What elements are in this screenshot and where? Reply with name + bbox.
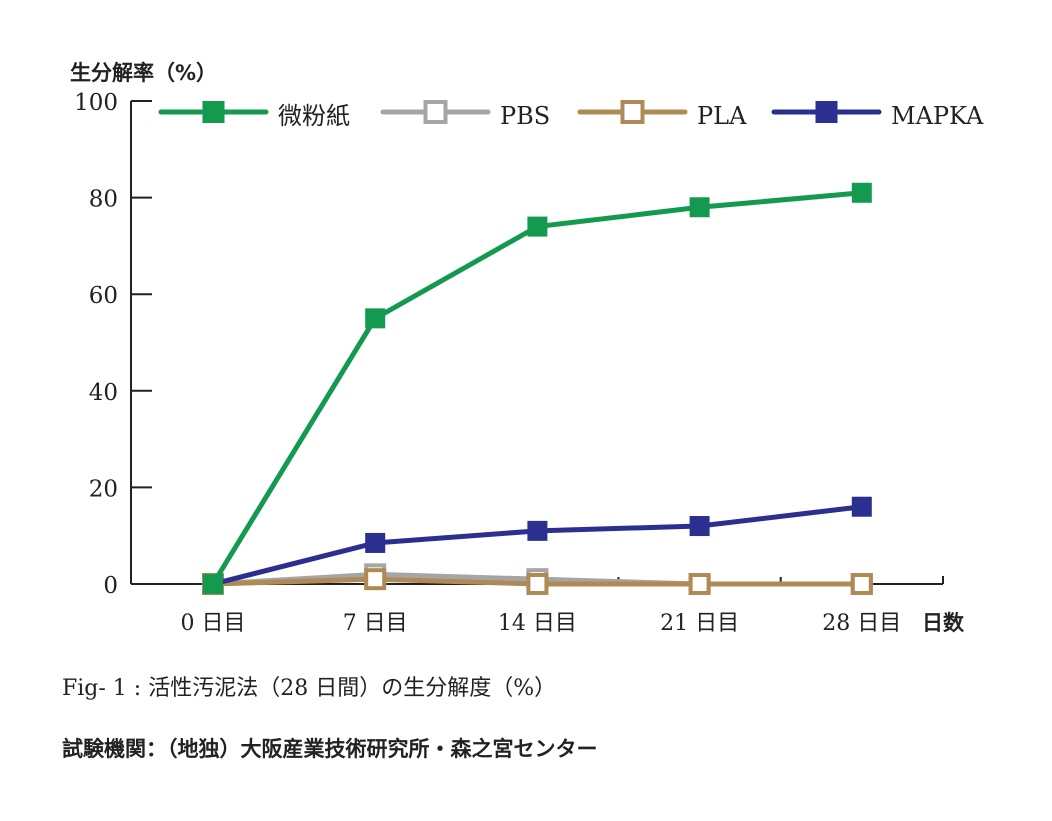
y-ticks: 0 20 40 60 80 100: [74, 90, 152, 599]
data-point: [364, 568, 387, 591]
y-tick-label: 0: [103, 573, 118, 599]
legend-item: PBS: [380, 100, 550, 130]
data-point: [365, 532, 386, 553]
data-point: [688, 573, 711, 595]
legend-item: PLA: [577, 100, 747, 130]
y-axis-label: 生分解率（%）: [70, 61, 217, 85]
y-tick-label: 20: [89, 476, 118, 502]
legend-item: MAPKA: [771, 101, 984, 130]
x-ticks: 0 日目 7 日目 14 日目 21 日目 28 日目: [181, 577, 901, 636]
y-tick-label: 60: [89, 283, 118, 309]
figure-caption: Fig- 1 : 活性汚泥法（28 日間）の生分解度（%）: [62, 676, 557, 701]
y-tick-label: 40: [89, 380, 118, 406]
x-tick-label: 14 日目: [498, 611, 577, 636]
institution-caption: 試験機関：（地独）大阪産業技術研究所・森之宮センター: [62, 737, 598, 761]
data-point: [689, 516, 710, 537]
legend-item: 微粉紙: [158, 101, 350, 130]
legend-label: PBS: [500, 102, 550, 130]
x-tick-label: 21 日目: [660, 611, 739, 636]
data-point: [527, 216, 548, 237]
data-point: [851, 496, 872, 517]
y-tick-label: 100: [74, 90, 118, 116]
legend-marker: [202, 101, 225, 123]
series-微粉紙: [203, 182, 872, 594]
legend-label: PLA: [697, 102, 747, 130]
data-point: [526, 573, 549, 595]
x-tick-label: 28 日目: [822, 611, 901, 636]
data-point: [850, 573, 873, 595]
legend-marker: [620, 100, 645, 124]
data-point: [365, 308, 386, 329]
chart: 生分解率（%） 0 20 40 60 80 100 0 日目 7 日目 14 日目 21 日目 2…: [70, 61, 984, 636]
series-PLA: [202, 568, 873, 595]
data-point: [689, 197, 710, 218]
legend: 微粉紙 PBS PLA MAPKA: [158, 100, 984, 130]
data-point: [203, 574, 223, 594]
y-tick-label: 80: [89, 187, 118, 213]
series-layer: [202, 182, 873, 595]
legend-marker: [423, 100, 448, 124]
x-tick-label: 0 日目: [181, 611, 246, 636]
x-tick-label: 7 日目: [343, 611, 408, 636]
x-axis-label: 日数: [922, 611, 965, 635]
data-point: [527, 520, 548, 541]
legend-label: 微粉紙: [278, 102, 350, 130]
legend-label: MAPKA: [891, 102, 984, 130]
legend-marker: [815, 101, 838, 123]
data-point: [851, 182, 872, 203]
